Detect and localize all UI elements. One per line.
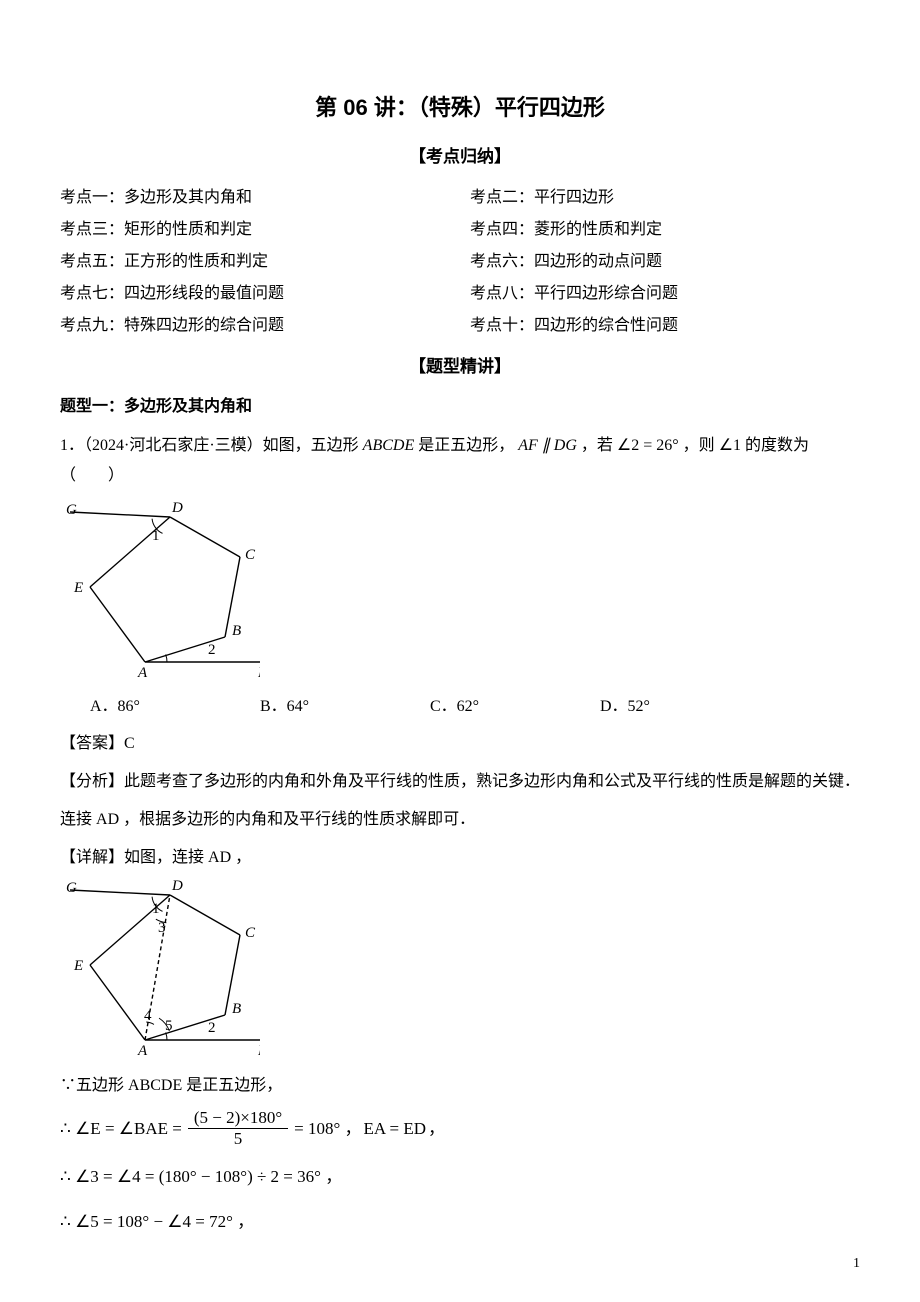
q1-prefix: 1．（2024·河北石家庄·三模）如图，五边形 [60,437,363,454]
svg-text:B: B [232,623,241,639]
pentagon-diagram-2: G D C E B A F 1 3 45 2 [60,880,260,1055]
figure-1: G D C E B A F 1 2 [60,502,860,682]
doc-title: 第 06 讲：（特殊）平行四边形 [60,90,860,122]
svg-text:G: G [66,880,77,896]
svg-text:D: D [171,880,183,894]
poly-pre: ∵五边形 [60,1077,128,1094]
detail-post: ， [231,849,251,866]
tixing-1-title: 题型一：多边形及其内角和 [60,392,860,416]
q1-mid2: ，若 [577,437,617,454]
kaodian-2l: 考点三：矩形的性质和判定 [60,214,460,246]
svg-text:1: 1 [152,901,160,917]
kaodian-5l: 考点九：特殊四边形的综合问题 [60,310,460,342]
svg-text:2: 2 [208,1020,216,1036]
step1-ad: AD [96,811,119,828]
kaodian-4r: 考点八：平行四边形综合问题 [460,278,860,310]
poly-line: ∵五边形 ABCDE 是正五边形， [60,1070,860,1102]
kaodian-5r: 考点十：四边形的综合性问题 [460,310,860,342]
svg-text:G: G [66,502,77,518]
svg-text:A: A [137,665,148,677]
opt-d: D．52° [600,692,770,716]
svg-text:C: C [245,925,256,941]
kaodian-header: 【考点归纳】 [60,142,860,167]
kaodian-1l: 考点一：多边形及其内角和 [60,182,460,214]
eq3: ∴ ∠5 = 108° − ∠4 = 72° ， [60,1203,860,1240]
step1-pre: 连接 [60,811,96,828]
eq1-pre: ∴ ∠E = ∠BAE = [60,1110,182,1147]
detail-ad: AD [208,849,231,866]
opt-c: C．62° [430,692,600,716]
q1-options: A．86° B．64° C．62° D．52° [60,692,860,716]
answer: 【答案】C [60,728,860,760]
kaodian-1r: 考点二：平行四边形 [460,182,860,214]
kaodian-3r: 考点六：四边形的动点问题 [460,246,860,278]
page: 第 06 讲：（特殊）平行四边形 【考点归纳】 考点一：多边形及其内角和 考点二… [0,0,920,1302]
step1: 连接 AD ，根据多边形的内角和及平行线的性质求解即可． [60,804,860,836]
svg-text:D: D [171,502,183,516]
figure-2: G D C E B A F 1 3 45 2 [60,880,860,1060]
step1-post: ，根据多边形的内角和及平行线的性质求解即可． [119,811,475,828]
detail-pre: 【详解】如图，连接 [60,849,208,866]
kaodian-3l: 考点五：正方形的性质和判定 [60,246,460,278]
svg-text:4: 4 [144,1008,152,1024]
eq1-num: (5 − 2)×180° [188,1108,288,1129]
svg-text:F: F [257,1043,260,1055]
poly-shape: ABCDE [128,1077,182,1094]
svg-text:C: C [245,547,256,563]
q1-angle1: ∠1 [719,437,741,454]
analysis: 【分析】此题考查了多边形的内角和外角及平行线的性质，熟记多边形内角和公式及平行线… [60,766,860,798]
q1-mid1: 是正五边形， [414,437,518,454]
kaodian-4l: 考点七：四边形线段的最值问题 [60,278,460,310]
q1-shape: ABCDE [363,437,415,454]
q1-mid3: ，则 [679,437,719,454]
svg-text:F: F [257,665,260,677]
poly-post: 是正五边形， [182,1077,282,1094]
q1-angle2: ∠2 = 26° [617,437,679,454]
eq1-post: = 108° ， [294,1110,361,1147]
opt-a: A．86° [90,692,260,716]
svg-text:2: 2 [208,642,216,658]
svg-text:B: B [232,1001,241,1017]
eq1-frac: (5 − 2)×180° 5 [188,1108,288,1150]
svg-text:E: E [73,958,83,974]
question-1: 1．（2024·河北石家庄·三模）如图，五边形 ABCDE 是正五边形， AF … [60,431,860,492]
eq1-den: 5 [228,1129,249,1149]
svg-text:A: A [137,1043,148,1055]
svg-text:E: E [73,580,83,596]
svg-text:5: 5 [165,1018,173,1034]
tixing-header: 【题型精讲】 [60,352,860,377]
eq1-eaed: EA = ED [364,1110,426,1147]
kaodian-2r: 考点四：菱形的性质和判定 [460,214,860,246]
q1-parallel: AF ∥ DG [518,437,577,454]
eq1-comma: ， [428,1110,445,1147]
eq2: ∴ ∠3 = ∠4 = (180° − 108°) ÷ 2 = 36° ， [60,1158,860,1195]
detail: 【详解】如图，连接 AD ， [60,842,860,874]
kaodian-grid: 考点一：多边形及其内角和 考点二：平行四边形 考点三：矩形的性质和判定 考点四：… [60,182,860,342]
opt-b: B．64° [260,692,430,716]
svg-text:3: 3 [158,920,166,936]
eq1: ∴ ∠E = ∠BAE = (5 − 2)×180° 5 = 108° ， EA… [60,1108,860,1150]
svg-text:1: 1 [152,528,160,544]
pentagon-diagram-1: G D C E B A F 1 2 [60,502,260,677]
page-number: 1 [853,1256,860,1272]
